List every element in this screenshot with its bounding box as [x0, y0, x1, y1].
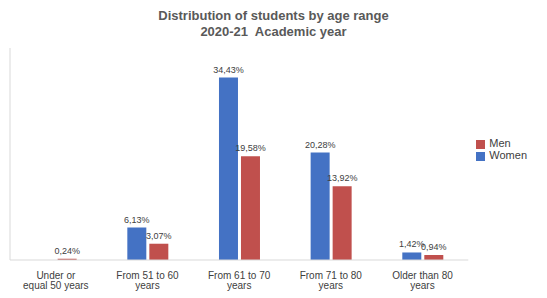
svg-text:0,94%: 0,94%: [421, 242, 447, 252]
svg-text:20,28%: 20,28%: [305, 140, 336, 150]
html-text:Distribution of students by ag: Distribution of students by age range: [158, 8, 389, 23]
html-text:2020-21 Academic year: 2020-21 Academic year: [200, 24, 347, 39]
html-text:Women: Women: [489, 149, 527, 161]
svg-text:13,92%: 13,92%: [327, 173, 358, 183]
svg-text:0,24%: 0,24%: [54, 246, 80, 256]
svg-text:From 61 to 70years: From 61 to 70years: [208, 270, 271, 291]
svg-text:Under orequal 50 years: Under orequal 50 years: [23, 270, 89, 291]
svg-text:3,07%: 3,07%: [146, 231, 172, 241]
html-text:Men: Men: [489, 137, 511, 149]
svg-text:From 71 to 80years: From 71 to 80years: [300, 270, 363, 291]
svg-text:From 51 to 60years: From 51 to 60years: [116, 270, 179, 291]
svg-text:19,58%: 19,58%: [235, 143, 266, 153]
svg-text:6,13%: 6,13%: [124, 215, 150, 225]
svg-text:1,42%: 1,42%: [399, 239, 425, 250]
svg-text:Older than 80years: Older than 80years: [392, 270, 453, 291]
svg-text:34,43%: 34,43%: [213, 65, 244, 75]
